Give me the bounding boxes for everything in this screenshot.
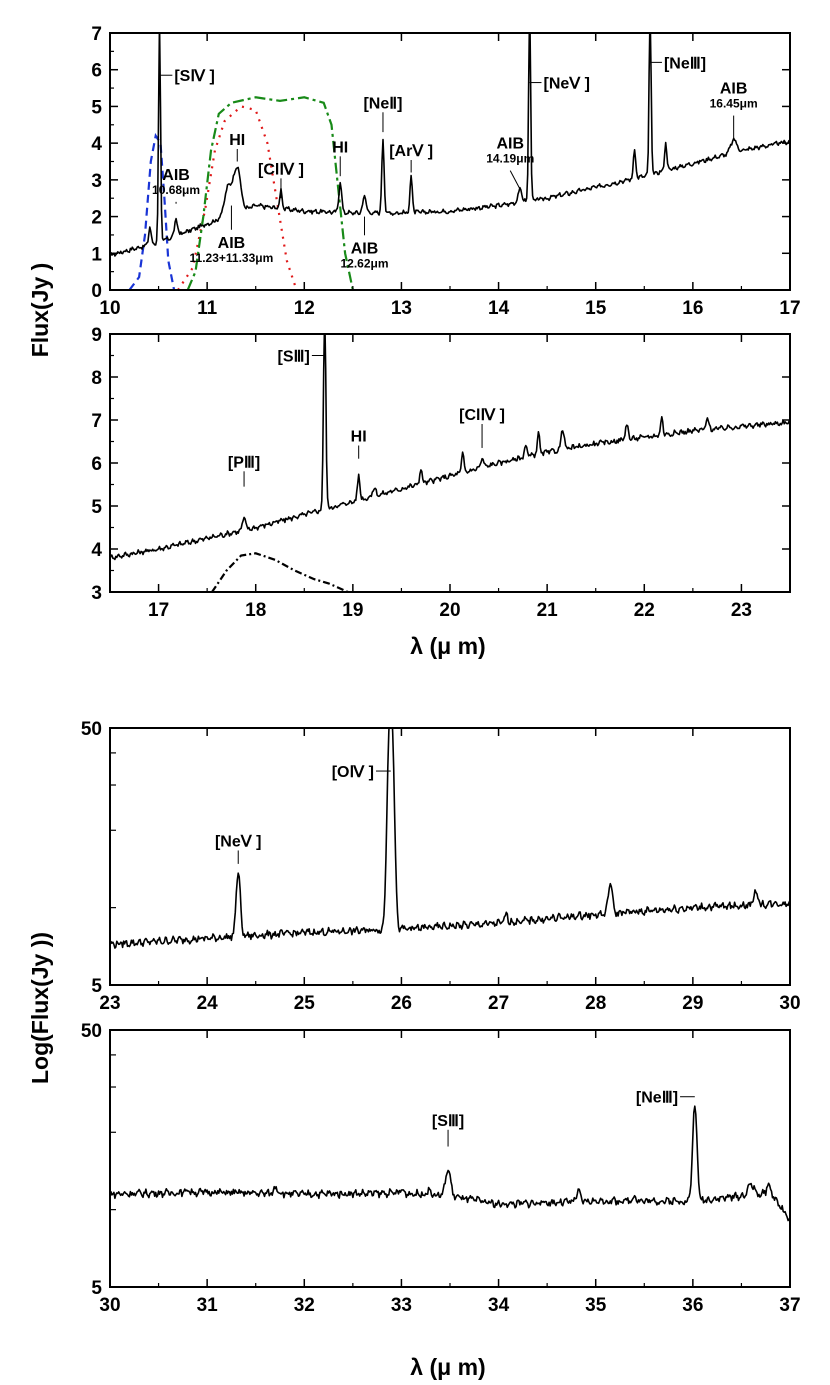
line-label: AIB xyxy=(496,136,524,153)
x-tick-label: 20 xyxy=(439,600,460,621)
x-tick-label: 29 xyxy=(682,993,703,1014)
spectrum-line xyxy=(110,728,790,949)
panel-16-23um: 17 18 19 20 21 22 23 3 4 5 6 7 8 9 [SⅢ] HI [ClⅣ ] [PⅢ] xyxy=(91,325,791,621)
top-x-axis-title: λ (μ m) xyxy=(410,633,485,659)
y-tick-label: 6 xyxy=(91,61,102,82)
annotation-leader xyxy=(509,170,521,190)
plot-frame xyxy=(109,333,791,593)
panel-30-37um: 30 31 32 33 34 35 36 37 5 50 [SⅢ] [NeⅢ] xyxy=(81,1021,801,1316)
line-label: HI xyxy=(351,429,367,446)
panel-23-30um: 23 24 25 26 27 28 29 30 5 50 [NeⅤ ] [OⅣ ] xyxy=(81,719,801,1014)
x-tick-label: 24 xyxy=(197,993,219,1014)
y-tick-label: 1 xyxy=(91,244,102,265)
x-tick-label: 16 xyxy=(682,298,703,319)
y-tick-label: 50 xyxy=(81,719,102,740)
line-label: [SⅢ] xyxy=(278,349,310,366)
y-tick-label: 4 xyxy=(91,134,102,155)
line-label: [ClⅣ ] xyxy=(459,407,505,424)
x-tick-label: 32 xyxy=(294,1295,315,1316)
x-tick-label: 15 xyxy=(585,298,607,319)
line-label: [NeⅤ ] xyxy=(543,76,590,93)
y-tick-label: 7 xyxy=(91,24,102,45)
y-tick-label: 50 xyxy=(81,1021,102,1042)
line-label: AIB xyxy=(162,167,190,184)
line-label: [NeⅤ ] xyxy=(215,833,262,850)
plot-frame xyxy=(109,1029,791,1288)
x-tick-label: 27 xyxy=(488,993,509,1014)
line-label: HI xyxy=(332,139,348,156)
x-tick-label: 21 xyxy=(537,600,559,621)
x-tick-label: 23 xyxy=(731,600,752,621)
x-tick-label: 30 xyxy=(99,1295,120,1316)
x-tick-label: 18 xyxy=(245,600,266,621)
x-tick-label: 11 xyxy=(197,298,218,319)
x-tick-label: 34 xyxy=(488,1295,510,1316)
y-tick-label: 7 xyxy=(91,411,102,432)
black-filter xyxy=(211,552,349,592)
line-label-sub: 14.19μm xyxy=(486,152,534,166)
line-label: [NeⅢ] xyxy=(664,55,706,72)
x-tick-label: 17 xyxy=(148,600,169,621)
line-label: [NeⅡ] xyxy=(363,95,402,112)
x-tick-label: 25 xyxy=(294,993,316,1014)
bottom-x-axis-title: λ (μ m) xyxy=(410,1354,485,1380)
green-filter xyxy=(186,96,354,290)
x-tick-label: 33 xyxy=(391,1295,412,1316)
line-label: AIB xyxy=(351,240,379,257)
line-label-sub: 16.45μm xyxy=(710,97,758,111)
spectrum-line xyxy=(110,1105,790,1222)
line-label: [SⅣ ] xyxy=(174,68,215,85)
line-label: AIB xyxy=(218,235,246,252)
x-tick-label: 35 xyxy=(585,1295,607,1316)
y-tick-label: 4 xyxy=(91,540,102,561)
x-tick-label: 12 xyxy=(294,298,315,319)
x-tick-label: 17 xyxy=(779,298,800,319)
x-tick-label: 23 xyxy=(99,993,120,1014)
red-filter xyxy=(177,105,298,290)
line-label-sub: 11.23+11.33μm xyxy=(190,251,274,265)
line-label: [PⅢ] xyxy=(228,454,260,471)
x-tick-label: 10 xyxy=(99,298,120,319)
x-tick-label: 14 xyxy=(488,298,510,319)
x-tick-label: 30 xyxy=(779,993,800,1014)
y-tick-label: 2 xyxy=(91,208,102,229)
y-tick-label: 5 xyxy=(91,1278,102,1299)
y-tick-label: 9 xyxy=(91,325,102,346)
line-label: [NeⅢ] xyxy=(636,1090,678,1107)
x-tick-label: 19 xyxy=(342,600,363,621)
x-tick-label: 22 xyxy=(634,600,655,621)
line-label: [ClⅣ ] xyxy=(258,161,304,178)
y-tick-label: 5 xyxy=(91,976,102,997)
y-tick-label: 6 xyxy=(91,454,102,475)
x-tick-label: 36 xyxy=(682,1295,703,1316)
y-tick-label: 5 xyxy=(91,97,102,118)
spectrum-line xyxy=(110,334,790,561)
x-tick-label: 28 xyxy=(585,993,606,1014)
y-tick-label: 3 xyxy=(91,171,102,192)
line-label: [OⅣ ] xyxy=(332,764,374,781)
bottom-y-axis-title: Log(Flux(Jy )) xyxy=(27,932,53,1084)
line-label: AIB xyxy=(720,81,748,98)
blue-filter xyxy=(128,132,176,290)
line-label: [SⅢ] xyxy=(432,1113,464,1130)
line-label-sub: 10.68μm xyxy=(152,183,200,197)
top-y-axis-title: Flux(Jy ) xyxy=(27,263,53,358)
line-label: [ArⅤ ] xyxy=(389,143,433,160)
y-tick-label: 3 xyxy=(91,583,102,604)
x-tick-label: 31 xyxy=(197,1295,219,1316)
y-tick-label: 8 xyxy=(91,368,102,389)
spectrum-line xyxy=(110,33,790,257)
line-label-sub: 12.62μm xyxy=(340,256,388,270)
x-tick-label: 13 xyxy=(391,298,412,319)
line-label: HI xyxy=(229,132,245,149)
y-tick-label: 0 xyxy=(91,281,102,302)
x-tick-label: 37 xyxy=(779,1295,800,1316)
y-tick-label: 5 xyxy=(91,497,102,518)
plot-frame xyxy=(109,727,791,986)
x-tick-label: 26 xyxy=(391,993,412,1014)
